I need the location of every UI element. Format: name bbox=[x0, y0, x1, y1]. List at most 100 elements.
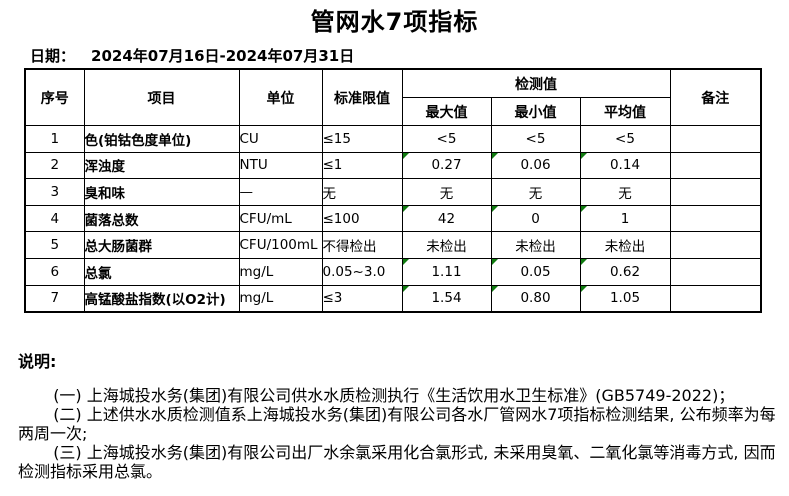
cell-remark bbox=[669, 204, 762, 233]
cell-min: 0.05 bbox=[490, 257, 581, 286]
cell-index: 6 bbox=[24, 257, 85, 286]
cell-min-value: 0.06 bbox=[520, 157, 551, 174]
cell-index: 1 bbox=[24, 125, 85, 153]
cell-avg: 1 bbox=[579, 204, 671, 233]
green-corner-marker-icon bbox=[581, 259, 587, 265]
cell-max-value: 42 bbox=[437, 210, 456, 227]
cell-unit: mg/L bbox=[238, 257, 323, 286]
table-row: 6 总氯 mg/L 0.05~3.0 1.11 0.05 0.62 bbox=[24, 257, 762, 286]
header-unit: 单位 bbox=[238, 68, 323, 126]
cell-avg: 0.62 bbox=[579, 257, 671, 286]
cell-max: 未检出 bbox=[401, 231, 492, 259]
cell-avg: 无 bbox=[579, 178, 671, 206]
cell-max: 1.11 bbox=[401, 257, 492, 286]
table-row: 4 菌落总数 CFU/mL ≤100 42 0 1 bbox=[24, 204, 762, 233]
cell-avg-value: 无 bbox=[618, 185, 632, 202]
cell-unit: CFU/100mL bbox=[238, 231, 323, 259]
header-min: 最小值 bbox=[490, 97, 581, 126]
cell-unit: CU bbox=[238, 125, 323, 153]
cell-avg: 未检出 bbox=[579, 231, 671, 259]
cell-max: 无 bbox=[401, 178, 492, 206]
cell-index: 4 bbox=[24, 204, 85, 233]
cell-index: 2 bbox=[24, 151, 85, 180]
cell-index: 5 bbox=[24, 231, 85, 259]
header-max: 最大值 bbox=[401, 97, 492, 126]
notes-section: 说明: (一) 上海城投水务(集团)有限公司供水水质检测执行《生活饮用水卫生标准… bbox=[18, 352, 786, 481]
notes-label: 说明: bbox=[18, 352, 57, 371]
table-row: 2 浑浊度 NTU ≤1 0.27 0.06 0.14 bbox=[24, 151, 762, 180]
cell-min: 未检出 bbox=[490, 231, 581, 259]
cell-item: 总大肠菌群 bbox=[83, 231, 240, 259]
cell-unit: CFU/mL bbox=[238, 204, 323, 233]
cell-limit: ≤1 bbox=[321, 151, 403, 180]
table-row: 3 臭和味 — 无 无 无 无 bbox=[24, 178, 762, 206]
cell-max-value: 1.54 bbox=[431, 290, 462, 307]
cell-item: 色(铂钴色度单位) bbox=[83, 125, 240, 153]
cell-max-value: 未检出 bbox=[426, 239, 467, 256]
date-value: 2024年07月16日-2024年07月31日 bbox=[91, 47, 355, 65]
note-item-2: (二) 上述供水水质检测值系上海城投水务(集团)有限公司各水厂管网水7项指标检测… bbox=[18, 405, 776, 443]
green-corner-marker-icon bbox=[403, 153, 409, 159]
cell-min: 0.06 bbox=[490, 151, 581, 180]
cell-max-value: <5 bbox=[436, 130, 457, 147]
cell-index: 3 bbox=[24, 178, 85, 206]
cell-limit: 无 bbox=[321, 178, 403, 206]
table-header-row-2: 最大值 最小值 平均值 bbox=[25, 97, 761, 126]
cell-limit: 0.05~3.0 bbox=[321, 257, 403, 286]
header-detection: 检测值 bbox=[401, 68, 671, 98]
cell-unit: mg/L bbox=[238, 284, 323, 313]
header-item: 项目 bbox=[83, 68, 240, 126]
green-corner-marker-icon bbox=[581, 153, 587, 159]
cell-avg-value: 1 bbox=[620, 210, 630, 227]
cell-avg-value: 0.14 bbox=[609, 157, 641, 174]
green-corner-marker-icon bbox=[403, 286, 409, 292]
note-item-1: (一) 上海城投水务(集团)有限公司供水水质检测执行《生活饮用水卫生标准》(GB… bbox=[53, 386, 735, 405]
cell-index: 7 bbox=[24, 284, 85, 313]
cell-avg-value: 未检出 bbox=[604, 239, 646, 256]
table-row: 5 总大肠菌群 CFU/100mL 不得检出 未检出 未检出 未检出 bbox=[24, 231, 762, 259]
green-corner-marker-icon bbox=[492, 286, 498, 292]
table-row: 7 高锰酸盐指数(以O2计) mg/L ≤3 1.54 0.80 1.05 bbox=[24, 284, 762, 313]
cell-max: 0.27 bbox=[401, 151, 492, 180]
green-corner-marker-icon bbox=[492, 153, 498, 159]
green-corner-marker-icon bbox=[492, 206, 498, 212]
table-header-row-1: 序号 项目 单位 标准限值 检测值 备注 bbox=[24, 68, 762, 126]
green-corner-marker-icon bbox=[581, 206, 587, 212]
cell-avg-value: 1.05 bbox=[609, 290, 641, 307]
cell-min: 0.80 bbox=[490, 284, 581, 313]
cell-max-value: 0.27 bbox=[431, 157, 462, 174]
cell-max-value: 1.11 bbox=[431, 263, 462, 280]
cell-min-value: 0.05 bbox=[520, 263, 551, 280]
green-corner-marker-icon bbox=[492, 259, 498, 265]
cell-min-value: 0.80 bbox=[520, 290, 551, 307]
cell-avg-value: 0.62 bbox=[609, 263, 641, 280]
green-corner-marker-icon bbox=[403, 206, 409, 212]
cell-limit: ≤15 bbox=[321, 125, 403, 153]
cell-item: 总氯 bbox=[83, 257, 240, 286]
cell-min: 无 bbox=[490, 178, 581, 206]
header-avg: 平均值 bbox=[579, 97, 671, 126]
cell-limit: ≤3 bbox=[321, 284, 403, 313]
cell-item: 高锰酸盐指数(以O2计) bbox=[83, 284, 240, 313]
header-remark: 备注 bbox=[669, 68, 762, 126]
cell-limit: 不得检出 bbox=[321, 231, 403, 259]
green-corner-marker-icon bbox=[403, 259, 409, 265]
cell-max-value: 无 bbox=[439, 185, 454, 202]
cell-remark bbox=[669, 151, 762, 180]
green-corner-marker-icon bbox=[581, 286, 587, 292]
cell-avg: <5 bbox=[579, 125, 671, 153]
cell-avg-value: <5 bbox=[615, 130, 635, 147]
cell-max: 42 bbox=[401, 204, 492, 233]
cell-remark bbox=[669, 125, 762, 153]
page-title: 管网水7项指标 bbox=[310, 8, 479, 36]
cell-item: 浑浊度 bbox=[83, 151, 240, 180]
cell-min-value: 无 bbox=[528, 185, 543, 202]
cell-min-value: 未检出 bbox=[515, 239, 556, 256]
cell-remark bbox=[669, 178, 762, 206]
cell-remark bbox=[669, 231, 762, 259]
cell-min: 0 bbox=[490, 204, 581, 233]
note-item-3: (三) 上海城投水务(集团)有限公司出厂水余氯采用化合氯形式, 未采用臭氧、二氧… bbox=[18, 443, 776, 481]
water-quality-table: 序号 项目 单位 标准限值 检测值 备注 最大值 最小值 平均值 1 色(铂钴色… bbox=[24, 68, 763, 314]
date-line: 日期： 2024年07月16日-2024年07月31日 bbox=[30, 45, 354, 66]
table-row: 1 色(铂钴色度单位) CU ≤15 <5 <5 <5 bbox=[24, 125, 762, 153]
